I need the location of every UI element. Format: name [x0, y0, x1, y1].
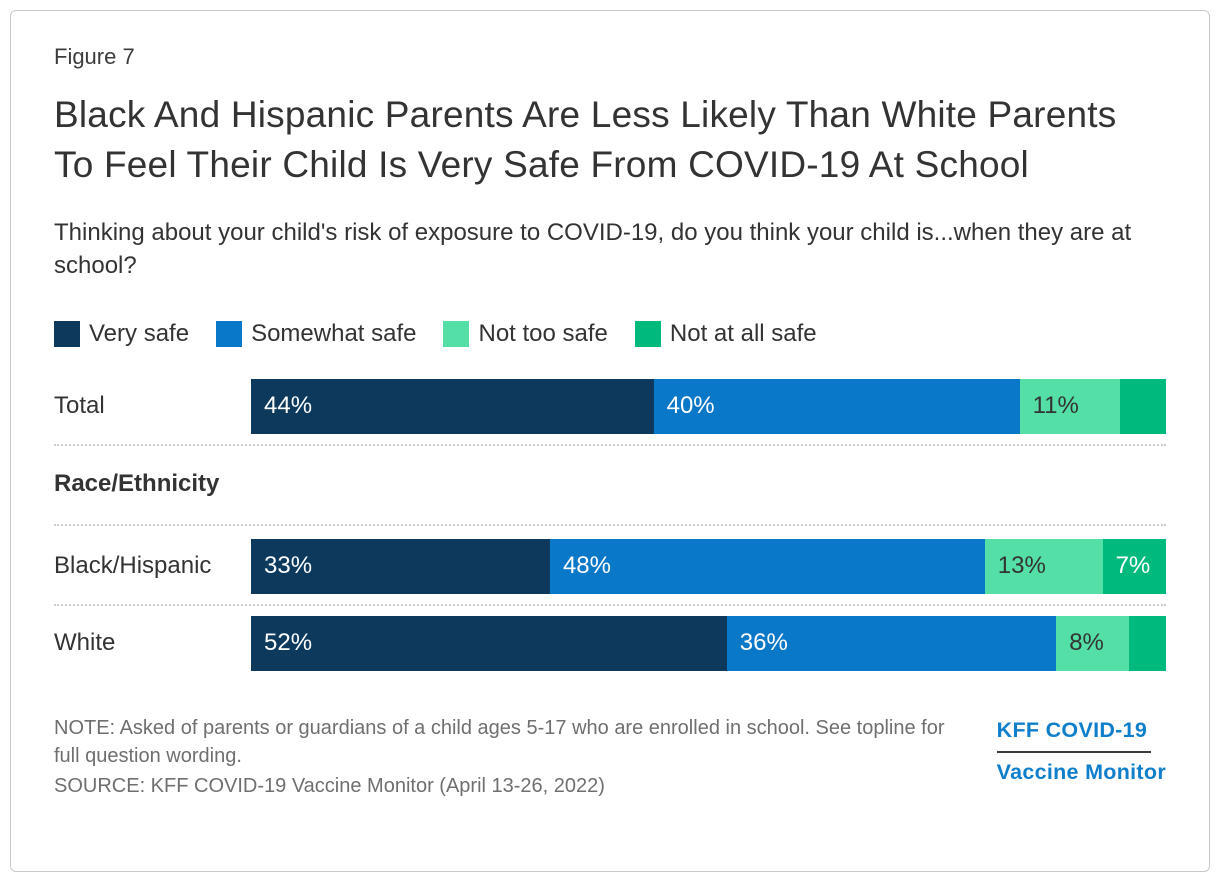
row-label-total: Total: [54, 392, 105, 420]
footnotes: NOTE: Asked of parents or guardians of a…: [54, 714, 974, 800]
dotted-divider: [54, 603, 1166, 606]
row-label-black-hispanic: Black/Hispanic: [54, 552, 212, 580]
legend-label: Not at all safe: [669, 319, 817, 347]
bar-row-total: Total 44% 40% 11%: [54, 378, 1166, 434]
legend-item-very-safe: Very safe: [54, 320, 189, 348]
stacked-bar-white: 52% 36% 8%: [251, 615, 1166, 671]
legend-item-not-at-all-safe: Not at all safe: [634, 319, 817, 348]
bar-segment-black-hispanic-somewhat-safe: 48%: [549, 538, 985, 594]
legend-swatch: [216, 320, 243, 347]
stacked-bar-total: 44% 40% 11%: [251, 378, 1166, 434]
bar-value-label: 40%: [666, 392, 715, 420]
bar-segment-black-hispanic-not-too-safe: 13%: [984, 538, 1103, 594]
bar-row-black-hispanic: Black/Hispanic 33% 48% 13% 7%: [54, 538, 1166, 594]
chart-subtitle: Thinking about your child's risk of expo…: [54, 218, 1132, 279]
logo-line-1: KFF COVID-19: [996, 718, 1152, 753]
logo-line-2: Vaccine Monitor: [996, 759, 1166, 784]
legend-swatch: [54, 320, 80, 347]
bar-value-label: 8%: [1069, 629, 1104, 657]
row-label-white: White: [54, 629, 116, 657]
bar-value-label: 48%: [562, 552, 611, 580]
bar-segment-white-somewhat-safe: 36%: [726, 615, 1057, 671]
legend: Very safe Somewhat safe Not too safe Not at…: [54, 320, 1166, 348]
bar-segment-total-not-at-all-safe: [1120, 378, 1166, 434]
bar-rows: Total 44% 40% 11% Race/Ethnicity Black/Hisp…: [54, 378, 1166, 671]
bar-segment-white-very-safe: 52%: [251, 615, 727, 671]
legend-swatch: [443, 320, 470, 347]
bar-segment-white-not-at-all-safe: [1129, 615, 1166, 671]
bar-value-label: 33%: [264, 552, 313, 580]
figure-number-label: Figure 7: [54, 44, 135, 69]
bar-value-label: 11%: [1032, 392, 1079, 420]
bar-segment-white-not-too-safe: 8%: [1056, 615, 1130, 671]
kff-vaccine-monitor-logo: KFF COVID-19 Vaccine Monitor: [996, 718, 1166, 800]
legend-item-not-too-safe: Not too safe: [443, 319, 608, 348]
note-text: NOTE: Asked of parents or guardians of a…: [54, 716, 945, 767]
bar-segment-black-hispanic-very-safe: 33%: [251, 538, 550, 594]
source-text: SOURCE: KFF COVID-19 Vaccine Monitor (Ap…: [54, 774, 605, 797]
bar-value-label: 13%: [997, 552, 1046, 580]
dotted-divider: [54, 443, 1166, 446]
legend-label: Very safe: [89, 319, 190, 347]
bar-value-label: 44%: [264, 392, 313, 420]
legend-label: Somewhat safe: [251, 319, 417, 347]
bar-segment-total-not-too-safe: 11%: [1019, 378, 1121, 434]
chart-title: Black And Hispanic Parents Are Less Like…: [54, 94, 1117, 186]
bar-value-label: 52%: [264, 629, 313, 657]
legend-swatch: [634, 320, 661, 347]
bar-value-label: 7%: [1115, 552, 1151, 580]
stacked-bar-black-hispanic: 33% 48% 13% 7%: [251, 538, 1166, 594]
bar-segment-total-very-safe: 44%: [251, 378, 654, 434]
figure-card: Figure 7 Black And Hispanic Parents Are …: [10, 10, 1210, 872]
bar-row-white: White 52% 36% 8%: [54, 615, 1166, 671]
bar-segment-black-hispanic-not-at-all-safe: 7%: [1102, 538, 1166, 594]
section-header-race-ethnicity: Race/Ethnicity: [54, 469, 220, 497]
bar-segment-total-somewhat-safe: 40%: [653, 378, 1020, 434]
legend-label: Not too safe: [478, 319, 608, 347]
dotted-divider: [54, 523, 1166, 526]
legend-item-somewhat-safe: Somewhat safe: [216, 320, 416, 348]
figure-footer: NOTE: Asked of parents or guardians of a…: [54, 714, 1166, 800]
bar-value-label: 36%: [739, 629, 788, 657]
